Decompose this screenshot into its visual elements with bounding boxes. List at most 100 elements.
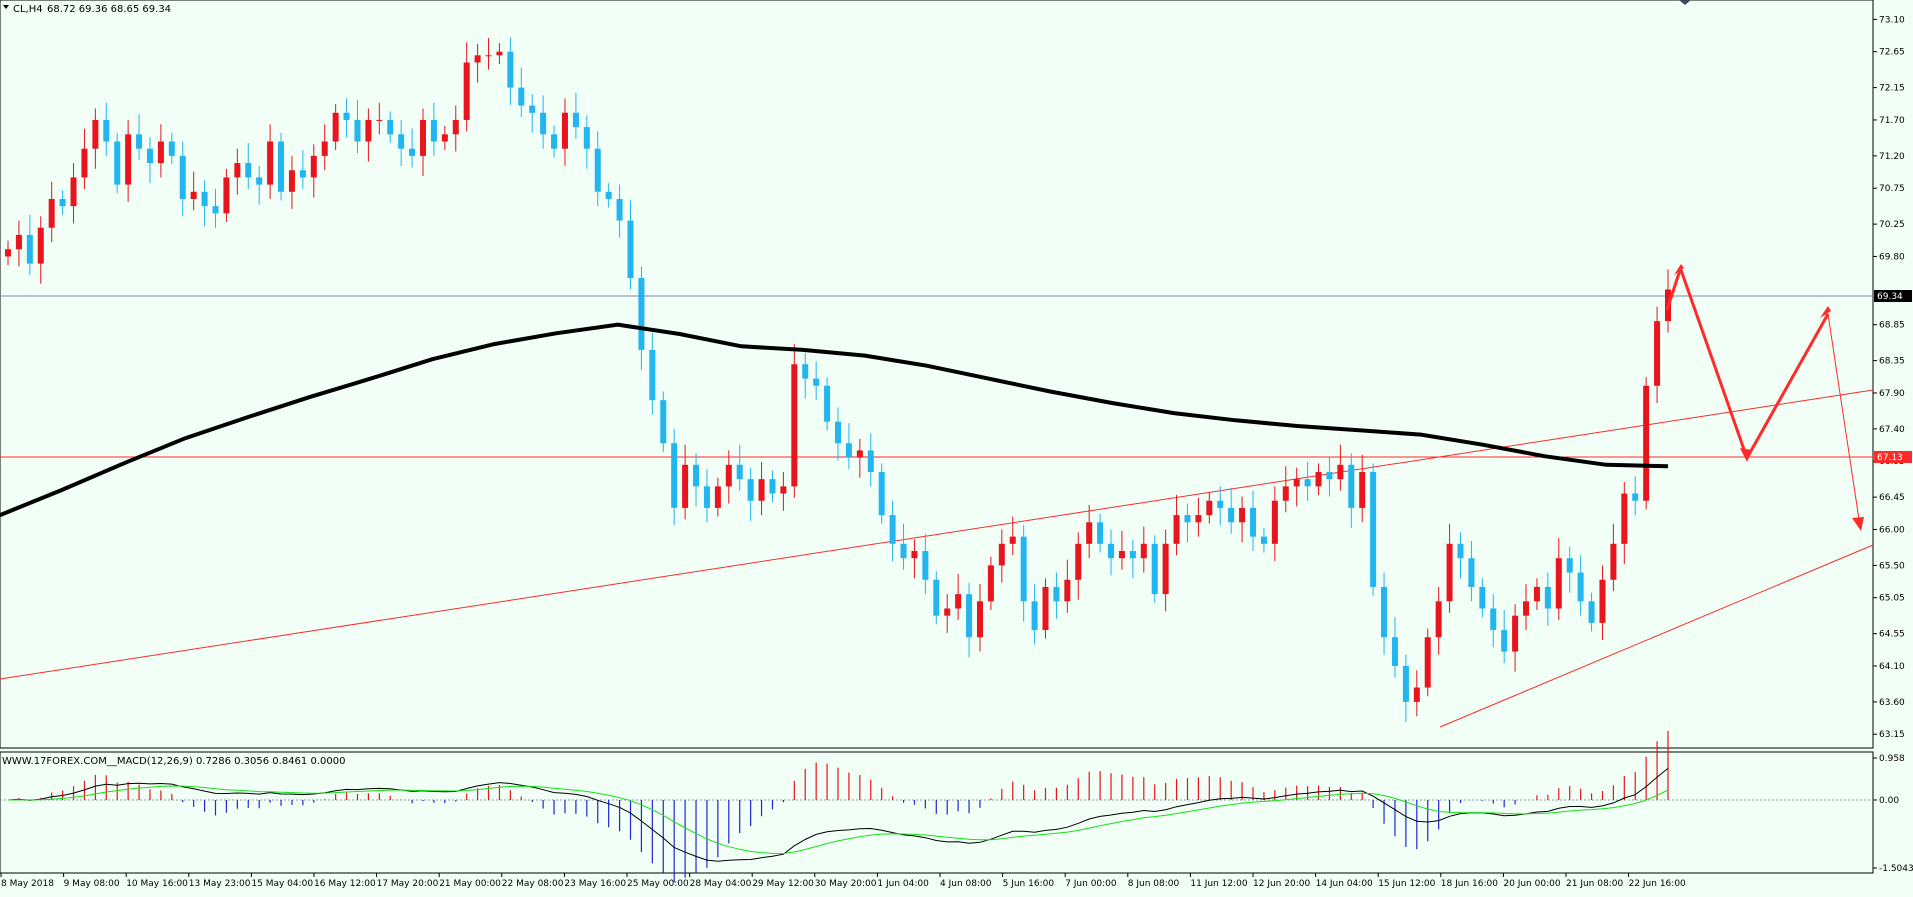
candle: [911, 539, 918, 579]
macd-main-line: [7, 768, 1669, 862]
time-tick-label: 28 May 04:00: [690, 879, 752, 889]
arrow-head-down-icon: [1740, 448, 1752, 462]
time-tick-label: 1 Jun 04:00: [877, 879, 929, 889]
candle-body: [856, 450, 863, 458]
macd-axis: 0.958 0.00 -1.5043: [1873, 754, 1913, 874]
candle: [1075, 532, 1082, 600]
candle-body: [1533, 586, 1540, 602]
candle: [1391, 617, 1398, 678]
candle-body: [1468, 558, 1475, 587]
candle-body: [1064, 579, 1071, 602]
chart-ohlc: 68.72 69.36 68.65 69.34: [47, 4, 171, 15]
candle: [1217, 486, 1224, 526]
candle: [1599, 565, 1606, 641]
candle-body: [1555, 558, 1562, 609]
candle: [845, 423, 852, 470]
candle: [26, 214, 33, 276]
candle: [92, 108, 99, 169]
candle-body: [714, 486, 721, 508]
candle: [343, 98, 350, 138]
candle-body: [1097, 522, 1104, 544]
candle-body: [627, 220, 634, 279]
candle-body: [376, 119, 383, 121]
candle: [59, 190, 66, 215]
price-tick-label: 68.85: [1879, 321, 1905, 331]
candle-body: [212, 206, 219, 214]
candle-body: [1020, 536, 1027, 602]
candle: [769, 470, 776, 503]
candle-body: [1184, 515, 1191, 523]
candle: [103, 102, 110, 156]
candle-body: [1042, 586, 1049, 631]
candle-body: [1643, 385, 1650, 501]
arrow-head-up-icon: [1820, 306, 1831, 318]
candle-body: [1632, 493, 1639, 501]
candle: [551, 125, 558, 158]
price-axis: 73.10 72.65 72.15 71.70 71.20 70.75 70.25 69.80…: [1873, 15, 1905, 740]
candle: [660, 391, 667, 452]
collapse-arrow-icon[interactable]: [3, 5, 9, 9]
candle: [409, 128, 416, 168]
time-tick-label: 18 Jun 16:00: [1441, 879, 1498, 889]
candle-body: [103, 119, 110, 142]
candle: [1621, 482, 1628, 564]
candle: [1173, 494, 1180, 556]
time-tick-label: 23 May 16:00: [564, 879, 626, 889]
candle: [1293, 467, 1300, 507]
candle-body: [1512, 615, 1519, 652]
time-tick-label: 21 May 00:00: [439, 879, 501, 889]
candle: [747, 467, 754, 521]
candle: [616, 184, 623, 238]
candle-body: [1140, 543, 1147, 559]
lower-trend-line: [1439, 544, 1874, 728]
candle-body: [5, 249, 11, 257]
price-tick-label: 67.90: [1879, 389, 1905, 399]
candle-body: [987, 565, 994, 602]
candle: [1479, 578, 1486, 618]
candle: [649, 332, 656, 415]
candle: [1446, 523, 1453, 613]
macd-signal-line: [7, 785, 1669, 855]
candle-body: [92, 119, 99, 149]
candle-body: [976, 601, 983, 638]
candle: [813, 361, 820, 401]
candle: [420, 108, 426, 176]
price-tick-label: 63.60: [1879, 698, 1905, 708]
candle: [878, 463, 885, 524]
candle: [605, 183, 612, 208]
candle: [376, 102, 383, 135]
candle: [1250, 490, 1256, 552]
macd-histogram: [18, 730, 1669, 883]
candle-body: [321, 141, 328, 156]
candle-body: [1031, 601, 1038, 631]
candle: [332, 104, 339, 151]
candle: [1413, 670, 1420, 717]
candle-body: [572, 112, 579, 128]
candle-body: [605, 191, 612, 199]
candle-body: [551, 134, 558, 149]
candle: [1326, 457, 1333, 497]
candle: [1370, 463, 1377, 596]
time-tick-label: 21 Jun 08:00: [1566, 879, 1623, 889]
candle-body: [703, 486, 710, 508]
candle: [5, 240, 11, 266]
candle: [157, 124, 164, 178]
candle: [1206, 492, 1213, 524]
candle-body: [136, 134, 143, 149]
candle: [136, 114, 143, 161]
candle: [1424, 628, 1431, 697]
candle: [190, 171, 197, 211]
candle-body: [944, 608, 951, 616]
candle-body: [1435, 601, 1442, 638]
candle-body: [1293, 479, 1300, 487]
candle-body: [507, 51, 514, 88]
level-price-tag-bg: [1874, 451, 1912, 463]
time-tick-label: 25 May 00:00: [627, 879, 689, 889]
candle-body: [1566, 558, 1573, 573]
candle: [278, 132, 285, 201]
candle: [146, 137, 153, 184]
candle-body: [671, 443, 678, 508]
candle: [682, 444, 689, 520]
candle-body: [343, 112, 350, 120]
time-tick-label: 16 May 12:00: [314, 879, 376, 889]
